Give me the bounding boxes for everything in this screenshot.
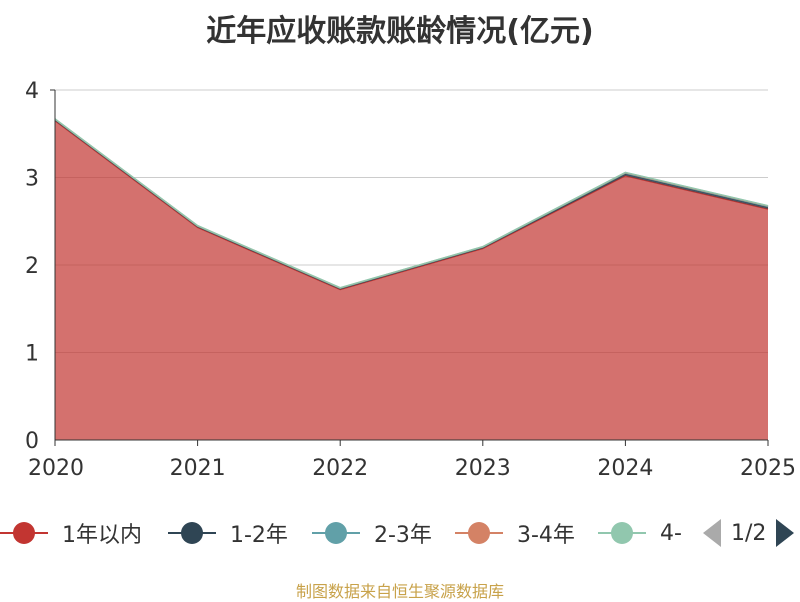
y-tick-label: 0 <box>25 429 39 454</box>
area-1年以内 <box>55 120 768 440</box>
legend-label: 4- <box>660 520 682 546</box>
legend-pager: 1/2 <box>700 513 800 553</box>
x-tick-label: 2021 <box>170 456 226 481</box>
y-tick-label: 3 <box>25 167 39 192</box>
x-tick-label: 2025 <box>740 456 796 481</box>
axes <box>50 89 769 446</box>
legend-label: 1-2年 <box>230 523 288 548</box>
x-tick-label: 2024 <box>597 456 653 481</box>
legend-marker-icon <box>598 521 646 545</box>
area-series <box>54 118 769 440</box>
legend-marker-icon <box>455 521 503 545</box>
x-tick-label: 2022 <box>312 456 368 481</box>
y-tick-label: 1 <box>25 342 39 367</box>
y-tick-label: 2 <box>25 254 39 279</box>
legend: 1年以内 1-2年 2-3年 3-4年 4- <box>0 513 700 553</box>
legend-next-arrow-icon[interactable] <box>776 519 795 547</box>
legend-item[interactable]: 2-3年 <box>312 513 432 553</box>
legend-label: 2-3年 <box>374 523 432 548</box>
legend-prev-arrow-icon[interactable] <box>703 519 721 547</box>
legend-item[interactable]: 1-2年 <box>168 513 288 553</box>
series-line-4- <box>54 118 769 289</box>
legend-item[interactable]: 1年以内 <box>0 513 142 553</box>
legend-marker-icon <box>312 521 360 545</box>
legend-item[interactable]: 4- <box>598 513 682 553</box>
tick-labels: 0 1 2 3 4 2020 2021 2022 2023 2024 2025 <box>25 79 796 481</box>
y-tick-label: 4 <box>25 79 39 104</box>
chart-title: 近年应收账款账龄情况(亿元) <box>206 14 594 49</box>
x-tick-label: 2023 <box>455 456 511 481</box>
legend-marker-icon <box>168 521 216 545</box>
legend-item[interactable]: 3-4年 <box>455 513 575 553</box>
x-tick-label: 2020 <box>28 456 84 481</box>
legend-marker-icon <box>0 521 48 545</box>
legend-page-indicator: 1/2 <box>731 520 767 546</box>
legend-label: 3-4年 <box>517 523 575 548</box>
data-source-note: 制图数据来自恒生聚源数据库 <box>295 582 504 601</box>
legend-label: 1年以内 <box>62 523 142 548</box>
